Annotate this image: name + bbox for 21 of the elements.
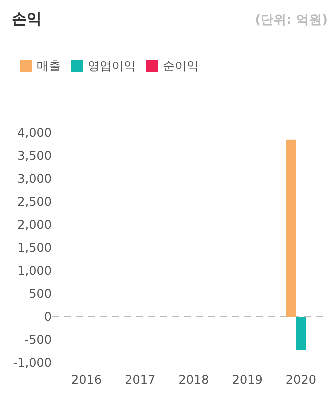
y-tick-label: 1,500	[18, 241, 52, 255]
x-tick-label: 2018	[178, 373, 210, 387]
legend-label: 영업이익	[88, 59, 136, 73]
y-tick-label: 500	[29, 287, 52, 301]
y-tick-label: 3,000	[18, 172, 52, 186]
y-tick-label: 4,000	[18, 126, 52, 140]
y-tick-label: 0	[44, 310, 52, 324]
y-tick-label: 2,500	[18, 195, 52, 209]
y-tick-label: -500	[24, 333, 52, 347]
x-tick-label: 2020	[286, 373, 316, 387]
legend-label: 순이익	[163, 59, 199, 73]
text: (단위: 억원)	[255, 12, 328, 27]
legend-label: 매출	[37, 59, 61, 73]
x-tick-label: 2019	[232, 373, 263, 387]
x-tick-label: 2016	[72, 373, 102, 387]
chart-title: 손익	[12, 10, 42, 28]
y-tick-label: 3,500	[18, 149, 52, 163]
x-tick-label: 2017	[125, 373, 156, 387]
y-tick-label: 2,000	[18, 218, 52, 232]
y-tick-label: 1,000	[18, 264, 52, 278]
y-tick-label: -1,000	[13, 356, 52, 370]
